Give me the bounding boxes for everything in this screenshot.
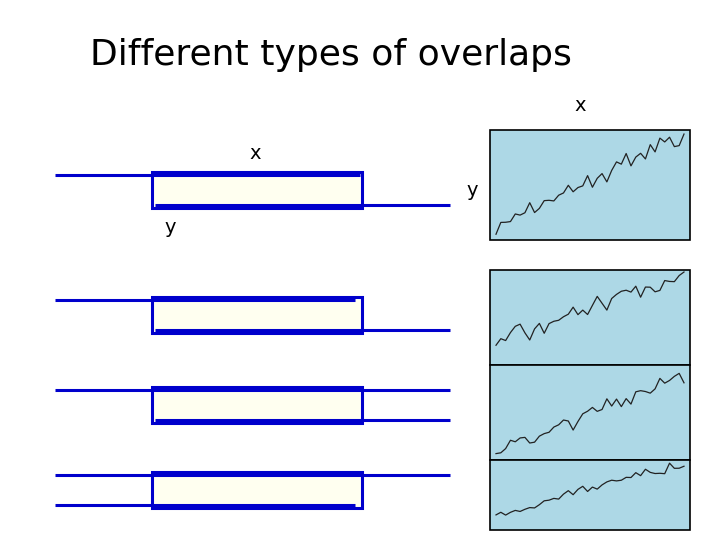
Bar xyxy=(152,472,362,508)
Text: y: y xyxy=(164,218,176,237)
Text: y: y xyxy=(467,180,478,199)
Text: x: x xyxy=(249,144,261,163)
Bar xyxy=(152,297,362,333)
Bar xyxy=(152,387,362,423)
Text: x: x xyxy=(575,96,586,115)
Text: Different types of overlaps: Different types of overlaps xyxy=(90,38,572,72)
Bar xyxy=(490,460,690,530)
Bar xyxy=(152,172,362,208)
Bar xyxy=(490,130,690,240)
Bar xyxy=(490,270,690,365)
Bar xyxy=(490,365,690,460)
